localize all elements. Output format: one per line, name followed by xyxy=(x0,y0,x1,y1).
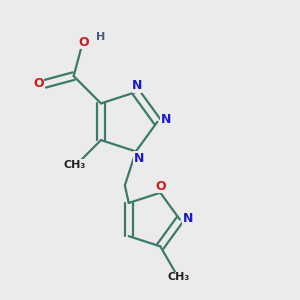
Text: H: H xyxy=(96,32,105,42)
Text: N: N xyxy=(132,79,142,92)
Text: N: N xyxy=(160,113,171,126)
Text: O: O xyxy=(33,77,44,90)
Text: CH₃: CH₃ xyxy=(167,272,189,283)
Text: O: O xyxy=(156,180,166,193)
Text: O: O xyxy=(78,35,89,49)
Text: N: N xyxy=(183,212,193,225)
Text: N: N xyxy=(134,152,144,165)
Text: CH₃: CH₃ xyxy=(64,160,86,170)
